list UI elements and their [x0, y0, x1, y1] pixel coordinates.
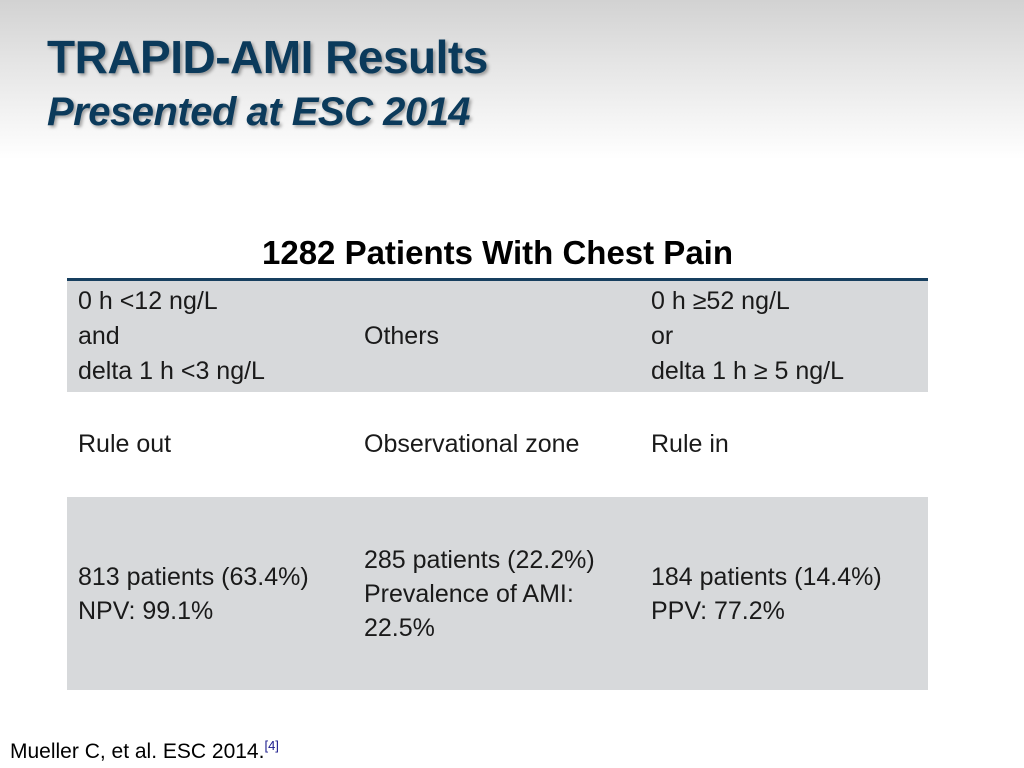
slide-subtitle: Presented at ESC 2014	[47, 90, 471, 134]
cell-observational-results: 285 patients (22.2%) Prevalence of AMI: …	[364, 545, 595, 642]
table-row-criteria: 0 h <12 ng/L and delta 1 h <3 ng/L Other…	[67, 281, 928, 392]
footnote-reference-link[interactable]: [4]	[264, 738, 279, 753]
table-top-rule	[67, 278, 928, 281]
cell-rule-in: Rule in	[651, 430, 729, 458]
table-row-zones: Rule out Observational zone Rule in	[67, 392, 928, 497]
cell-rule-out-results: 813 patients (63.4%) NPV: 99.1%	[78, 562, 309, 625]
footnote-citation: Mueller C, et al. ESC 2014.	[10, 740, 265, 763]
slide-title: TRAPID-AMI Results	[47, 31, 488, 83]
table-heading: 1282 Patients With Chest Pain	[261, 234, 733, 271]
table-row-results: 813 patients (63.4%) NPV: 99.1% 285 pati…	[67, 497, 928, 690]
cell-observational-zone: Observational zone	[364, 430, 580, 458]
footnote: Mueller C, et al. ESC 2014.[4]	[10, 738, 279, 766]
cell-rule-in-criteria: 0 h ≥52 ng/L or delta 1 h ≥ 5 ng/L	[651, 287, 845, 385]
cell-rule-out-criteria: 0 h <12 ng/L and delta 1 h <3 ng/L	[78, 287, 265, 385]
cell-rule-out: Rule out	[78, 430, 172, 458]
cell-others-criteria: Others	[364, 322, 440, 350]
cell-rule-in-results: 184 patients (14.4%) PPV: 77.2%	[651, 562, 882, 625]
